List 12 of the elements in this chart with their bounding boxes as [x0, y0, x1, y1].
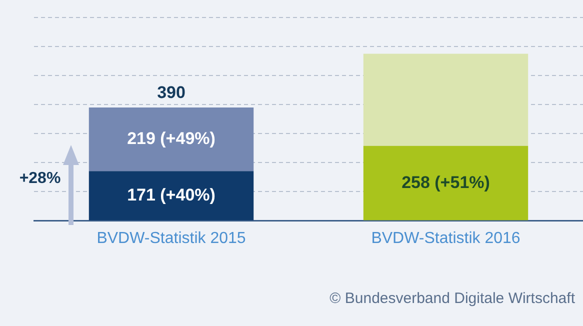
total-label: 390	[157, 83, 186, 102]
data-label: 171 (+40%)	[127, 185, 216, 204]
x-tick-label: BVDW-Statistik 2015	[96, 230, 246, 247]
x-tick-label: BVDW-Statistik 2016	[371, 230, 520, 247]
bar	[88, 107, 254, 172]
annotation: +28%	[19, 170, 61, 188]
text: © Bundesverband Digitale Wirtschaft	[330, 290, 575, 307]
bar	[88, 171, 254, 220]
bar	[363, 54, 528, 146]
data-label: 219 (+49%)	[127, 128, 216, 148]
bar	[363, 146, 528, 220]
data-label: 258 (+51%)	[402, 172, 490, 192]
